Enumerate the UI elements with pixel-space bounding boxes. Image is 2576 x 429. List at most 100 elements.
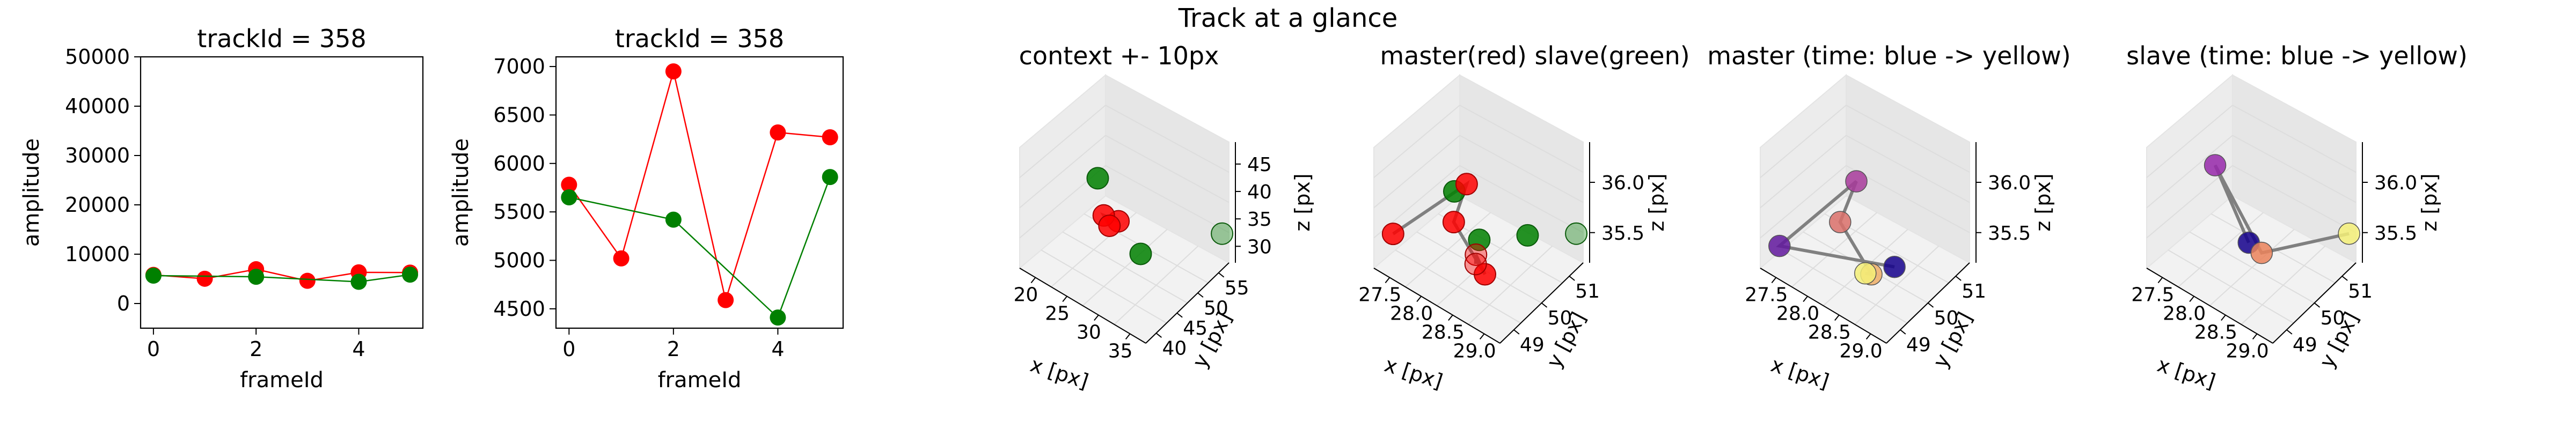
y-tick-label: 49 xyxy=(2293,334,2317,356)
grid-line xyxy=(2232,165,2357,233)
amplitude-chart-left: 0 2 4 0 10000 20000 30000 40000 50000 trackId = 3… xyxy=(19,24,424,393)
y-tick xyxy=(1513,329,1520,335)
y-tick xyxy=(1541,302,1548,308)
x-tick xyxy=(2189,295,2194,302)
y-tick-label: 40 xyxy=(1162,337,1187,359)
z-tick-label: 36.0 xyxy=(1988,172,2031,194)
x-tick-label: 28.5 xyxy=(1808,322,1851,344)
y-tick xyxy=(1176,312,1183,318)
chart-title: master (time: blue -> yellow) xyxy=(1707,41,2070,70)
y-tick-label: 55 xyxy=(1225,277,1249,299)
x-tick xyxy=(1865,333,1871,340)
x-tick xyxy=(1448,314,1453,321)
z-axis-label: z [px] xyxy=(1291,173,1314,231)
grid-line xyxy=(1760,105,1847,179)
x-tick xyxy=(1125,333,1131,340)
y-tick-label: 6500 xyxy=(493,103,545,127)
grid-line xyxy=(1846,165,1970,233)
y-tick xyxy=(2341,276,2348,281)
time-colored-point xyxy=(1845,170,1868,193)
z-tick-label: 36.0 xyxy=(1601,172,1644,194)
x-tick-label: 28.0 xyxy=(2163,303,2206,325)
y-tick xyxy=(1569,276,1575,281)
y-tick-label: 51 xyxy=(1575,280,1600,302)
y-axis-line xyxy=(1145,262,1230,344)
x-tick xyxy=(1094,314,1099,321)
x-tick-label: 0 xyxy=(147,337,160,361)
x-tick xyxy=(1385,277,1391,284)
y-axis-label: amplitude xyxy=(19,138,44,247)
time-colored-point xyxy=(2250,241,2273,264)
y-tick-label: 10000 xyxy=(65,242,130,266)
y-tick-label: 51 xyxy=(1962,280,1986,302)
slave-point xyxy=(1129,242,1152,265)
y-tick-label: 40000 xyxy=(65,94,130,118)
chart-title: slave (time: blue -> yellow) xyxy=(2126,41,2468,70)
z-tick-label: 30 xyxy=(1247,236,1272,258)
master-point xyxy=(1098,214,1121,238)
z-tick-label: 40 xyxy=(1247,181,1272,203)
chart-title: master(red) slave(green) xyxy=(1380,41,1689,70)
grid-line xyxy=(1105,135,1230,203)
master-point xyxy=(770,124,786,140)
track-line xyxy=(2213,164,2350,255)
grid-line xyxy=(1105,165,1230,233)
slave-series-line xyxy=(153,273,411,283)
y-tick xyxy=(2314,302,2321,308)
slave-point xyxy=(350,273,367,290)
y-tick-label: 50000 xyxy=(65,45,130,69)
slave-point xyxy=(665,211,682,228)
grid-line xyxy=(1105,105,1230,173)
grid-line xyxy=(1114,246,1199,325)
x-tick-label: 25 xyxy=(1045,303,1070,325)
x-tick-label: 29.0 xyxy=(1840,341,1883,363)
slave-point xyxy=(822,169,838,186)
slave-point xyxy=(1468,228,1491,252)
x-tick-label: 4 xyxy=(352,337,365,361)
x-tick xyxy=(1062,295,1067,302)
x-tick-label: 2 xyxy=(667,337,680,361)
grid-line xyxy=(2211,213,2336,284)
y-tick-label: 5000 xyxy=(493,249,545,272)
grid-line xyxy=(2146,105,2233,179)
x-tick xyxy=(2252,333,2258,340)
grid-line xyxy=(1846,135,1970,203)
y-tick-label: 7000 xyxy=(493,55,545,78)
y-tick-label: 4500 xyxy=(493,297,545,321)
y-tick xyxy=(1955,276,1962,281)
x-tick-label: 35 xyxy=(1108,341,1133,363)
x-axis-label: frameId xyxy=(240,368,324,393)
master-point xyxy=(299,272,316,289)
x-tick-label: 28.0 xyxy=(1390,303,1433,325)
z-axis-label: z [px] xyxy=(2031,173,2055,231)
x-tick-label: 28.5 xyxy=(1422,322,1465,344)
y-tick xyxy=(1900,329,1906,335)
time-colored-point xyxy=(1768,234,1791,257)
x-tick-label: 28.0 xyxy=(1776,303,1819,325)
x-tick xyxy=(2157,277,2163,284)
master-point xyxy=(1464,253,1487,276)
y-tick-label: 49 xyxy=(1906,334,1931,356)
slave-series-line xyxy=(569,176,831,319)
y-tick-label: 50 xyxy=(1204,297,1228,319)
grid-line xyxy=(1062,231,1188,304)
x-axis-line xyxy=(1019,268,1146,344)
y-tick xyxy=(1155,332,1162,338)
y-axis-label: amplitude xyxy=(449,138,473,247)
x-tick-label: 27.5 xyxy=(1745,284,1788,306)
time-colored-point xyxy=(2204,154,2227,176)
grid-line xyxy=(1459,105,1584,173)
chart-title: context +- 10px xyxy=(1019,41,1219,70)
x-tick-label: 30 xyxy=(1077,322,1101,344)
x-tick-label: 27.5 xyxy=(2131,284,2174,306)
x-tick xyxy=(1771,277,1777,284)
master-point xyxy=(613,250,630,267)
x-tick-label: 29.0 xyxy=(2226,341,2269,363)
x-axis-line xyxy=(1373,268,1501,344)
x-tick xyxy=(1479,333,1485,340)
grid-line xyxy=(1846,105,1970,173)
y-tick-label: 51 xyxy=(2348,280,2373,302)
x-tick xyxy=(1030,277,1036,284)
